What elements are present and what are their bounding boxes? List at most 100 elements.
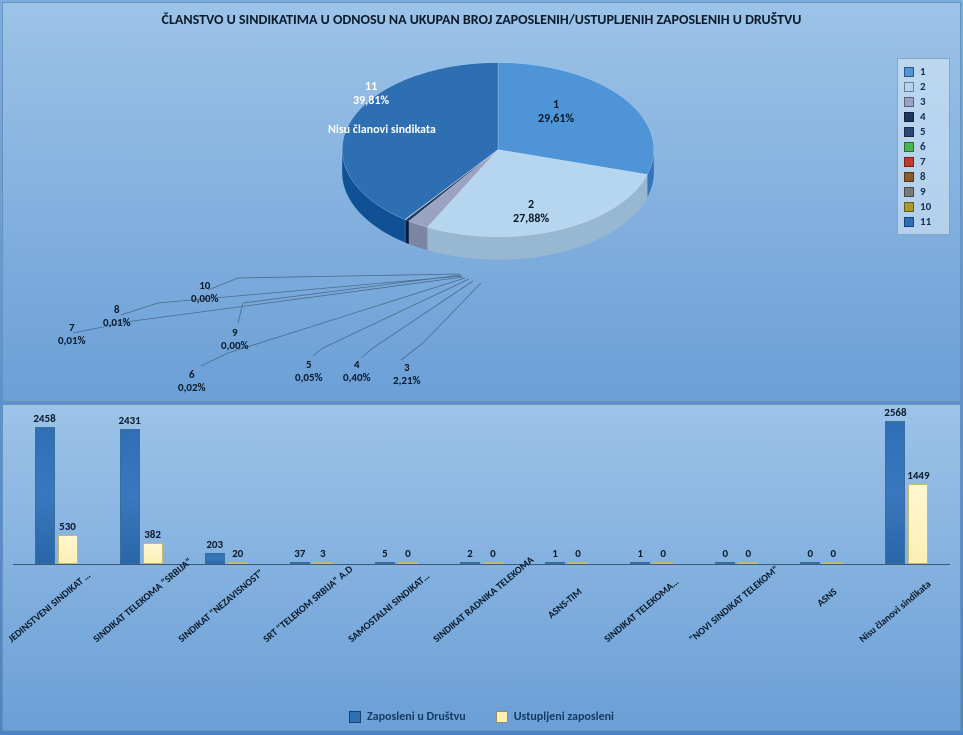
bar-series-b: 530 bbox=[58, 535, 78, 564]
legend-row: 8 bbox=[904, 170, 943, 183]
bar-series-b: 0 bbox=[483, 562, 503, 564]
bar-group: 0 0 bbox=[783, 414, 861, 564]
pie-callout-6: 6 0,02% bbox=[178, 368, 206, 394]
bar-series-a: 0 bbox=[800, 562, 820, 564]
swatch bbox=[904, 157, 914, 167]
legend-row: 4 bbox=[904, 110, 943, 123]
bar-series-a: 2431 bbox=[120, 429, 140, 564]
pie-slice-value: 39,81% bbox=[353, 94, 389, 108]
legend-item-a: Zaposleni u Društvu bbox=[349, 710, 466, 724]
pie-callout-7: 7 0,01% bbox=[58, 321, 86, 347]
c-val: 0,01% bbox=[58, 334, 86, 347]
pie-slice-label-1: 1 29,61% bbox=[538, 98, 574, 126]
c-id: 5 bbox=[295, 358, 323, 371]
bar-pair: 37 3 bbox=[290, 414, 333, 564]
swatch bbox=[904, 82, 914, 92]
page: ČLANSTVO U SINDIKATIMA U ODNOSU NA UKUPA… bbox=[0, 0, 963, 735]
bar-value: 0 bbox=[575, 547, 581, 560]
c-val: 0,00% bbox=[221, 339, 249, 352]
legend-label: 9 bbox=[920, 185, 926, 198]
legend-row: 7 bbox=[904, 155, 943, 168]
pie-slice-value: 29,61% bbox=[538, 112, 574, 126]
legend-row: 11 bbox=[904, 215, 943, 228]
legend-item-b: Ustupljeni zaposleni bbox=[496, 710, 614, 724]
pie-legend: 1234567891011 bbox=[897, 58, 950, 235]
bar-series-b: 20 bbox=[228, 562, 248, 564]
bar-pair: 0 0 bbox=[800, 414, 843, 564]
bar-value: 0 bbox=[405, 547, 411, 560]
swatch bbox=[904, 202, 914, 212]
bar-value: 2458 bbox=[33, 412, 55, 425]
legend-label: 3 bbox=[920, 95, 926, 108]
swatch bbox=[904, 112, 914, 122]
bar-chart: 2458 530 2431 382 203 20 bbox=[3, 405, 960, 710]
bar-value: 203 bbox=[206, 538, 223, 551]
bar-value: 2431 bbox=[118, 414, 140, 427]
pie-callout-8: 8 0,01% bbox=[103, 303, 131, 329]
legend-label: 6 bbox=[920, 140, 926, 153]
pie-slice11-note: Nisu članovi sindikata bbox=[328, 123, 436, 137]
bar-group: 2458 530 bbox=[17, 414, 95, 564]
bar-pair: 2431 382 bbox=[120, 414, 163, 564]
bar-value: 1449 bbox=[907, 469, 929, 482]
swatch bbox=[904, 142, 914, 152]
bars-row: 2458 530 2431 382 203 20 bbox=[13, 415, 950, 565]
legend-label: 7 bbox=[920, 155, 926, 168]
c-id: 7 bbox=[58, 321, 86, 334]
bar-series-b: 0 bbox=[738, 562, 758, 564]
pie-callout-3: 3 2,21% bbox=[393, 361, 421, 387]
bar-series-b: 3 bbox=[313, 562, 333, 564]
bar-pair: 203 20 bbox=[205, 414, 248, 564]
bar-group: 1 0 bbox=[528, 414, 606, 564]
bar-value: 2 bbox=[467, 547, 473, 560]
swatch bbox=[904, 217, 914, 227]
pie-slice-id: 11 bbox=[353, 80, 389, 94]
pie-slice-label-11: 11 39,81% bbox=[353, 80, 389, 108]
c-val: 0,00% bbox=[191, 292, 219, 305]
bar-pair: 2458 530 bbox=[35, 414, 78, 564]
pie-slice-value: 27,88% bbox=[513, 212, 549, 226]
bar-value: 0 bbox=[722, 547, 728, 560]
swatch bbox=[904, 187, 914, 197]
swatch bbox=[904, 172, 914, 182]
legend-label-b: Ustupljeni zaposleni bbox=[514, 710, 614, 724]
bar-value: 0 bbox=[808, 547, 814, 560]
bar-pair: 5 0 bbox=[375, 414, 418, 564]
x-labels-row: JEDINSTVENI SINDIKAT …SINDIKAT TELEKOMA … bbox=[13, 565, 950, 675]
c-id: 4 bbox=[343, 358, 371, 371]
c-id: 6 bbox=[178, 368, 206, 381]
bar-value: 530 bbox=[59, 520, 76, 533]
c-val: 0,02% bbox=[178, 381, 206, 394]
legend-row: 9 bbox=[904, 185, 943, 198]
legend-label: 8 bbox=[920, 170, 926, 183]
bar-value: 3 bbox=[320, 547, 326, 560]
bar-group: 203 20 bbox=[187, 414, 265, 564]
pie-slice-id: 2 bbox=[513, 198, 549, 212]
pie-callout-4: 4 0,40% bbox=[343, 358, 371, 384]
bar-series-a: 203 bbox=[205, 553, 225, 564]
swatch bbox=[904, 67, 914, 77]
legend-label: 10 bbox=[920, 200, 931, 213]
pie-slice-id: 1 bbox=[538, 98, 574, 112]
legend-row: 10 bbox=[904, 200, 943, 213]
bar-group: 2 0 bbox=[442, 414, 520, 564]
bar-panel: 2458 530 2431 382 203 20 bbox=[2, 404, 961, 731]
swatch bbox=[904, 97, 914, 107]
legend-row: 1 bbox=[904, 65, 943, 78]
bar-value: 20 bbox=[232, 547, 243, 560]
page-title: ČLANSTVO U SINDIKATIMA U ODNOSU NA UKUPA… bbox=[3, 3, 960, 36]
bar-group: 2431 382 bbox=[102, 414, 180, 564]
legend-row: 3 bbox=[904, 95, 943, 108]
c-val: 2,21% bbox=[393, 374, 421, 387]
legend-label: 1 bbox=[920, 65, 926, 78]
swatch bbox=[904, 127, 914, 137]
bar-series-b: 382 bbox=[143, 543, 163, 564]
bar-series-a: 2 bbox=[460, 562, 480, 564]
bar-group: 5 0 bbox=[357, 414, 435, 564]
bar-series-a: 5 bbox=[375, 562, 395, 564]
bar-pair: 2568 1449 bbox=[885, 414, 928, 564]
bar-pair: 2 0 bbox=[460, 414, 503, 564]
c-id: 10 bbox=[191, 279, 219, 292]
bar-legend: Zaposleni u Društvu Ustupljeni zaposleni bbox=[3, 710, 960, 730]
bar-series-b: 0 bbox=[568, 562, 588, 564]
